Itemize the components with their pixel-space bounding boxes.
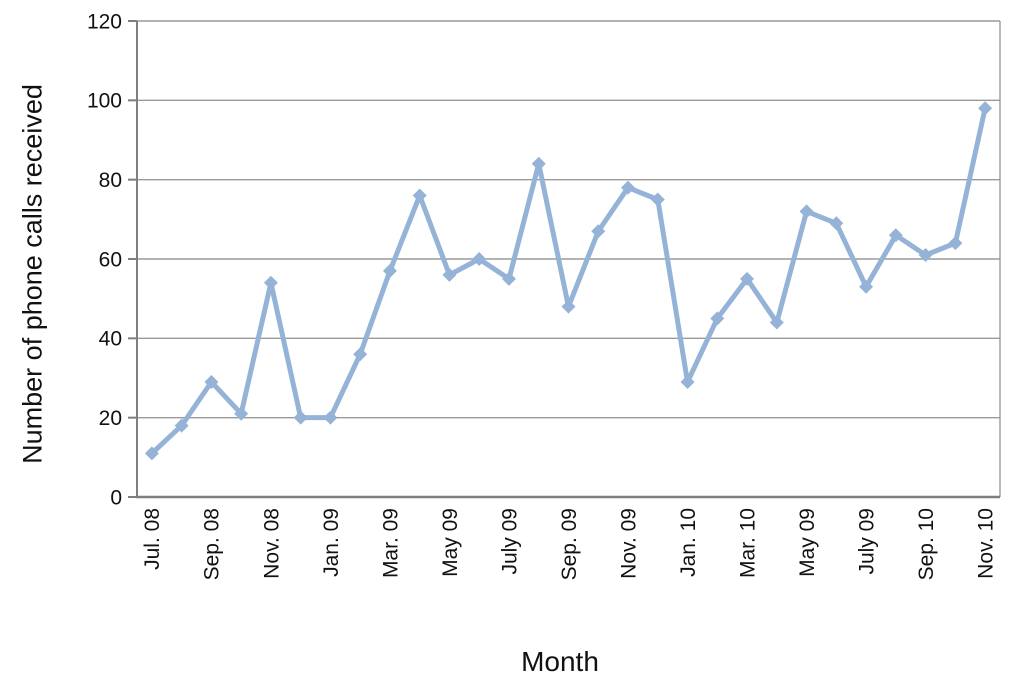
data-point-marker	[472, 252, 487, 266]
x-tick-label: Nov. 08	[260, 508, 283, 579]
data-point-marker	[680, 374, 695, 389]
data-point-marker	[710, 311, 725, 326]
x-tick-label: May 09	[439, 508, 462, 577]
data-point-marker	[382, 263, 397, 278]
data-point-marker	[144, 446, 159, 461]
data-point-marker	[918, 248, 933, 263]
x-tick-label: July 09	[855, 508, 878, 575]
data-point-marker	[799, 204, 814, 219]
x-tick-label: Mar. 09	[379, 508, 402, 578]
data-point-marker	[174, 418, 189, 433]
x-tick-label: Sep. 09	[558, 508, 581, 580]
data-point-marker	[769, 315, 784, 330]
x-tick-label: Nov. 10	[974, 508, 997, 579]
x-tick-label: Sep. 08	[201, 508, 224, 580]
data-point-marker	[829, 216, 844, 231]
data-point-marker	[234, 406, 249, 421]
y-tick-label: 60	[99, 248, 122, 271]
data-point-marker	[650, 192, 665, 207]
data-point-marker	[531, 156, 546, 171]
y-tick-label: 40	[99, 328, 122, 351]
data-point-marker	[323, 410, 338, 425]
data-point-marker	[263, 275, 278, 290]
data-point-marker	[859, 279, 874, 294]
data-point-marker	[442, 267, 457, 282]
y-tick-label: 0	[110, 486, 122, 509]
x-tick-label: Nov. 09	[617, 508, 640, 579]
data-point-marker	[888, 228, 903, 243]
data-series-line	[149, 105, 988, 456]
data-point-marker	[501, 271, 516, 286]
x-tick-label: May 09	[796, 508, 819, 577]
y-tick-label: 80	[99, 169, 122, 192]
x-tick-label: Jul. 08	[141, 508, 164, 570]
data-point-marker	[591, 224, 606, 239]
x-tick-label: Sep. 10	[915, 508, 938, 580]
data-point-marker	[978, 101, 993, 116]
data-point-marker	[204, 374, 219, 389]
data-point-marker	[353, 347, 368, 362]
y-axis-title: Number of phone calls received	[17, 84, 48, 464]
data-point-marker	[948, 236, 963, 251]
data-point-marker	[412, 188, 427, 203]
y-tick-label: 100	[87, 90, 122, 113]
data-point-marker	[740, 271, 755, 286]
y-tick-label: 20	[99, 407, 122, 430]
data-point-marker	[621, 180, 636, 195]
data-point-marker	[561, 299, 576, 314]
data-point-marker	[293, 410, 308, 425]
x-tick-label: Jan. 10	[677, 508, 700, 577]
x-tick-label: Mar. 10	[736, 508, 759, 578]
x-tick-label: July 09	[498, 508, 521, 575]
x-tick-label: Jan. 09	[320, 508, 343, 577]
y-tick-label: 120	[87, 10, 122, 33]
x-axis-title: Month	[521, 646, 599, 677]
